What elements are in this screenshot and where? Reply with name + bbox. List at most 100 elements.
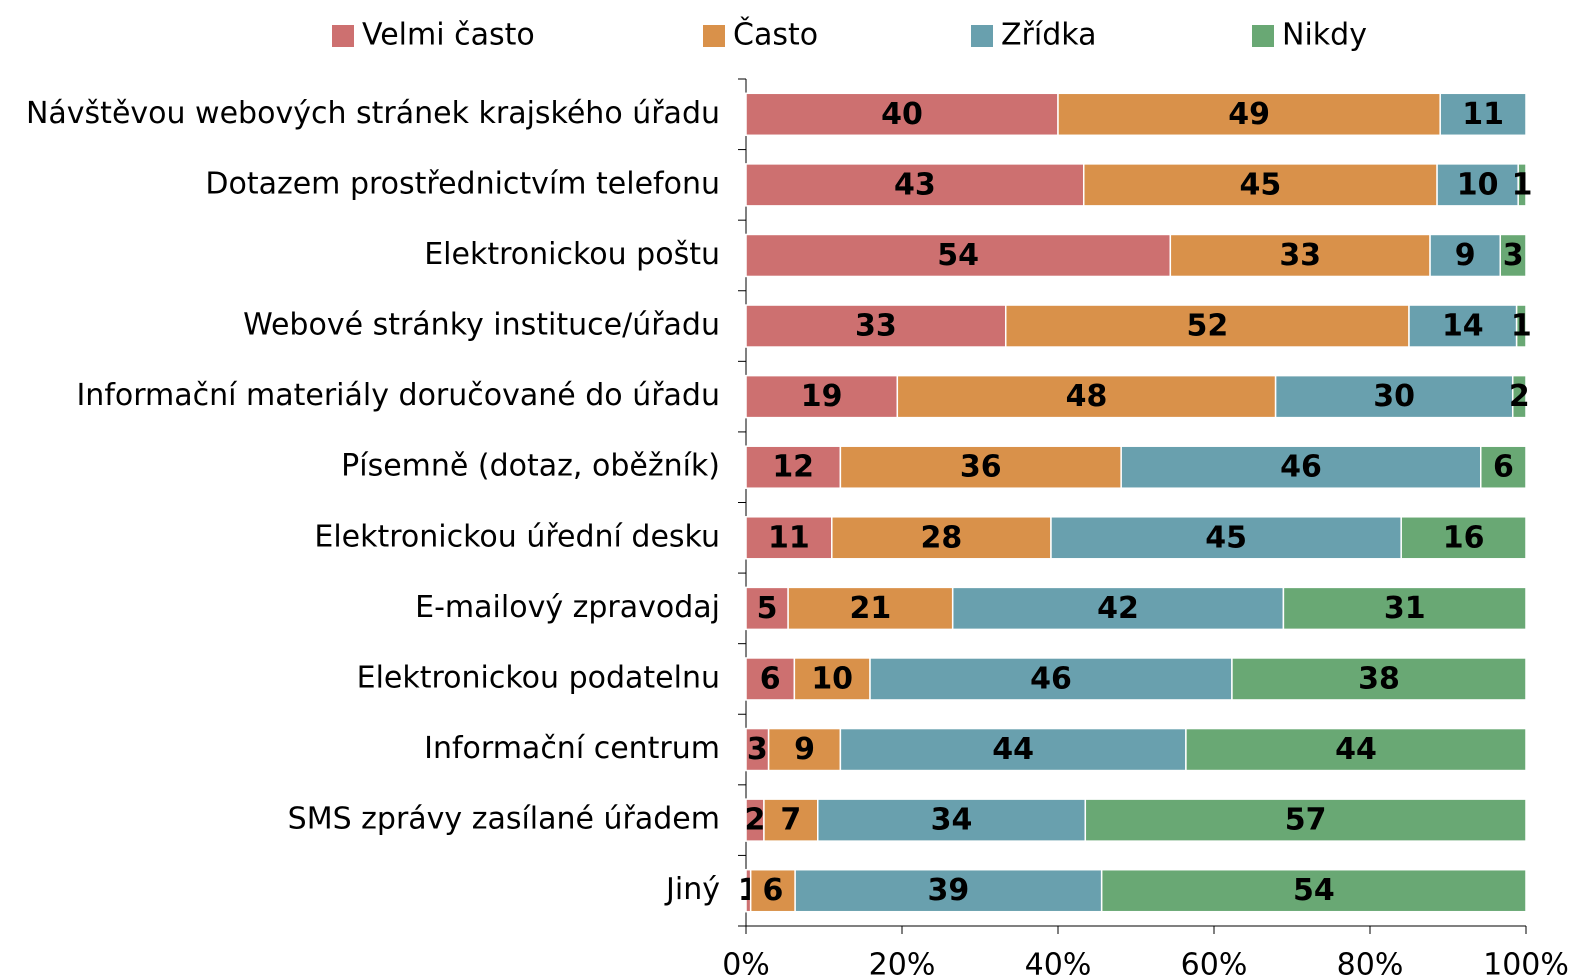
- category-label: Webové stránky instituce/úřadu: [243, 308, 720, 343]
- bar-segment: [767, 727, 842, 772]
- bar-segment: [869, 657, 1233, 701]
- value-label: 10: [1457, 167, 1499, 202]
- legend-swatch: [1252, 25, 1274, 47]
- category-label: SMS zprávy zasílané úřadem: [288, 802, 720, 837]
- category-label: Elektronickou poštu: [424, 237, 720, 272]
- bar-segment: [1439, 92, 1527, 137]
- legend-swatch: [332, 25, 354, 47]
- value-label: 46: [1280, 450, 1322, 485]
- value-label: 48: [1066, 379, 1108, 414]
- value-label: 12: [772, 450, 814, 485]
- value-label: 33: [855, 309, 897, 344]
- bar-segment: [1100, 868, 1527, 913]
- bar-segment: [839, 727, 1187, 772]
- legend-label: Zřídka: [1001, 18, 1097, 53]
- legend-swatch: [703, 25, 725, 47]
- bar-segment: [1084, 798, 1527, 842]
- bar-segment: [1511, 374, 1527, 419]
- value-label: 14: [1442, 309, 1484, 344]
- bar-segment: [1408, 304, 1518, 348]
- category-label: Elektronickou podatelnu: [357, 660, 720, 695]
- bar-segment: [763, 798, 819, 842]
- value-label: 11: [1462, 97, 1504, 132]
- value-label: 38: [1358, 661, 1400, 696]
- value-label: 33: [1279, 238, 1321, 273]
- bar-segment: [745, 586, 789, 631]
- value-label: 6: [760, 661, 781, 696]
- bar-segment: [745, 445, 842, 489]
- value-label: 28: [921, 520, 963, 555]
- x-tick-label: 60%: [1181, 948, 1248, 980]
- value-label: 57: [1285, 803, 1327, 838]
- value-label: 5: [757, 591, 778, 626]
- category-label: Dotazem prostřednictvím telefonu: [205, 166, 720, 201]
- value-label: 9: [794, 732, 815, 767]
- bar-segment: [1429, 233, 1502, 278]
- value-label: 36: [960, 450, 1002, 485]
- bar-segment: [1231, 657, 1527, 701]
- value-label: 46: [1030, 661, 1072, 696]
- legend-label: Velmi často: [362, 18, 535, 53]
- value-label: 34: [931, 803, 973, 838]
- value-label: 6: [1493, 450, 1514, 485]
- value-label: 40: [881, 97, 923, 132]
- bar-segment: [1515, 304, 1527, 348]
- category-label: Informační materiály doručované do úřadu: [76, 378, 720, 413]
- bar-segment: [1282, 586, 1527, 631]
- value-label: 44: [992, 732, 1034, 767]
- bar-segment: [1082, 163, 1438, 207]
- value-label: 31: [1384, 591, 1426, 626]
- value-label: 3: [1503, 238, 1524, 273]
- bar-segment: [1400, 516, 1527, 560]
- value-label: 43: [894, 167, 936, 202]
- value-label: 52: [1186, 309, 1228, 344]
- value-label: 11: [768, 520, 810, 555]
- bar-segment: [745, 657, 796, 701]
- value-label: 10: [811, 661, 853, 696]
- value-label: 19: [801, 379, 843, 414]
- value-label: 2: [745, 803, 766, 838]
- x-tick-label: 40%: [1025, 948, 1092, 980]
- value-label: 44: [1335, 732, 1377, 767]
- bar-segment: [1050, 516, 1402, 560]
- value-label: 16: [1443, 520, 1485, 555]
- bar-segment: [745, 304, 1007, 348]
- bar-segment: [787, 586, 954, 631]
- value-label: 54: [937, 238, 979, 273]
- value-label: 39: [928, 873, 970, 908]
- category-label: E-mailový zpravodaj: [415, 590, 720, 625]
- value-label: 49: [1228, 97, 1270, 132]
- category-label: Informační centrum: [424, 731, 720, 766]
- legend-label: Často: [733, 16, 818, 53]
- category-label: Návštěvou webových stránek krajského úřa…: [26, 96, 720, 131]
- bar-segment: [1274, 374, 1514, 419]
- value-label: 42: [1097, 591, 1139, 626]
- value-label: 6: [762, 873, 783, 908]
- value-label: 2: [1509, 379, 1530, 414]
- value-label: 45: [1205, 520, 1247, 555]
- bar-segment: [1169, 233, 1431, 278]
- category-label: Jiný: [664, 872, 720, 907]
- bar-segment: [745, 516, 833, 560]
- category-label: Elektronickou úřední desku: [314, 519, 720, 554]
- x-tick-label: 100%: [1483, 948, 1569, 980]
- value-label: 9: [1455, 238, 1476, 273]
- value-label: 3: [747, 732, 768, 767]
- bar-segment: [817, 798, 1087, 842]
- x-tick-label: 80%: [1337, 948, 1404, 980]
- bar-segment: [1185, 727, 1527, 772]
- value-label: 1: [1511, 309, 1532, 344]
- bar-segment: [1517, 163, 1527, 207]
- bar-segment: [831, 516, 1052, 560]
- bar-segment: [1004, 304, 1410, 348]
- x-tick-label: 20%: [869, 948, 936, 980]
- bar-segment: [745, 163, 1085, 207]
- category-label: Písemně (dotaz, oběžník): [341, 449, 720, 484]
- bar-segment: [896, 374, 1277, 419]
- bar-segment: [1499, 233, 1527, 278]
- value-label: 54: [1293, 873, 1335, 908]
- value-label: 1: [1512, 167, 1533, 202]
- legend-label: Nikdy: [1282, 18, 1367, 53]
- bar-segment: [1480, 445, 1527, 489]
